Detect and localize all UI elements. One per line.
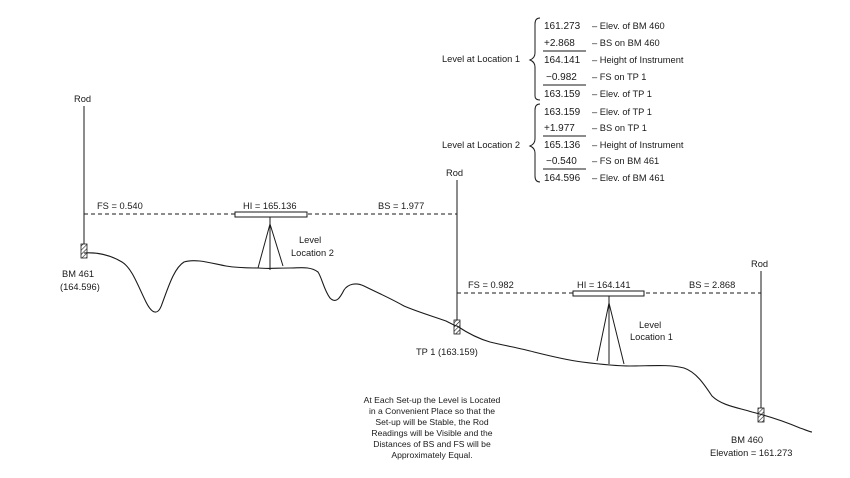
rod-tp1: Rod (446, 168, 463, 335)
tripod-location-1 (596, 302, 625, 365)
hi-location-2: HI = 165.136 (243, 201, 297, 211)
level-label-location-1: Level (639, 320, 661, 330)
fs-reading-location-2: FS = 0.540 (97, 201, 143, 211)
loc2-value-1: 163.159 (544, 107, 581, 118)
location-2-brace (528, 103, 541, 183)
bs-reading-location-1: BS = 2.868 (689, 280, 735, 290)
loc1-desc-3: – Height of Instrument (592, 55, 684, 65)
bm461-name: BM 461 (62, 269, 94, 279)
loc1-value-5: 163.159 (544, 89, 581, 100)
loc2-desc-2: – BS on TP 1 (592, 123, 647, 133)
level-label-location-2: Level (299, 235, 321, 245)
tp1-label: TP 1 (163.159) (416, 347, 478, 357)
rod-label-tp1: Rod (446, 168, 463, 178)
telescope-location-1 (572, 290, 645, 297)
loc1-desc-5: – Elev. of TP 1 (592, 89, 652, 99)
bs-reading-location-2: BS = 1.977 (378, 201, 424, 211)
loc2-desc-4: – FS on BM 461 (592, 156, 659, 166)
turning-point-marker-tp1 (453, 319, 461, 335)
level-instrument-location-2 (234, 211, 308, 270)
location-label-2: Location 2 (291, 248, 334, 258)
tripod-location-2 (257, 223, 284, 270)
level-instrument-location-1 (572, 290, 645, 365)
loc1-desc-1: – Elev. of BM 460 (592, 21, 665, 31)
ground-profile (83, 252, 813, 433)
rod-bm460: Rod (751, 259, 768, 423)
loc1-value-1: 161.273 (544, 21, 581, 32)
note-line-3: Set-up will be Stable, the Rod (375, 417, 488, 427)
note-line-4: Readings will be Visible and the (371, 428, 492, 438)
location-1-brace (528, 17, 541, 101)
rod-label-bm460: Rod (751, 259, 768, 269)
rod-bm461: Rod (74, 94, 91, 259)
benchmark-marker-bm461 (80, 243, 88, 259)
location-1-label: Level at Location 1 (442, 54, 520, 64)
loc2-value-4: −0.540 (546, 156, 577, 167)
rod-label-bm461: Rod (74, 94, 91, 104)
fs-reading-location-1: FS = 0.982 (468, 280, 514, 290)
bm460-name: BM 460 (731, 435, 763, 445)
benchmark-marker-bm460 (757, 407, 765, 423)
location-2-label: Level at Location 2 (442, 140, 520, 150)
loc2-desc-3: – Height of Instrument (592, 140, 684, 150)
location-label-1: Location 1 (630, 332, 673, 342)
note-line-6: Approximately Equal. (391, 450, 472, 460)
loc2-value-5: 164.596 (544, 173, 581, 184)
loc2-value-3: 165.136 (544, 140, 581, 151)
hi-location-1: HI = 164.141 (577, 280, 631, 290)
bm460-elevation: Elevation = 161.273 (710, 448, 792, 458)
note-line-1: At Each Set-up the Level is Located (364, 395, 501, 405)
loc2-desc-5: – Elev. of BM 461 (592, 173, 665, 183)
loc2-desc-1: – Elev. of TP 1 (592, 107, 652, 117)
computation-location-2: Level at Location 2 163.159 – Elev. of T… (442, 103, 684, 184)
telescope-location-2 (234, 211, 308, 218)
loc1-desc-4: – FS on TP 1 (592, 72, 646, 82)
loc1-value-4: −0.982 (546, 72, 577, 83)
computation-location-1: Level at Location 1 161.273 – Elev. of B… (442, 17, 684, 101)
note-line-2: in a Convenient Place so that the (369, 406, 495, 416)
setup-note: At Each Set-up the Level is Located in a… (364, 395, 501, 460)
bm461-elevation: (164.596) (60, 282, 100, 292)
loc1-value-2: +2.868 (544, 38, 575, 49)
loc2-value-2: +1.977 (544, 123, 575, 134)
note-line-5: Distances of BS and FS will be (373, 439, 491, 449)
loc1-value-3: 164.141 (544, 55, 581, 66)
loc1-desc-2: – BS on BM 460 (592, 38, 660, 48)
